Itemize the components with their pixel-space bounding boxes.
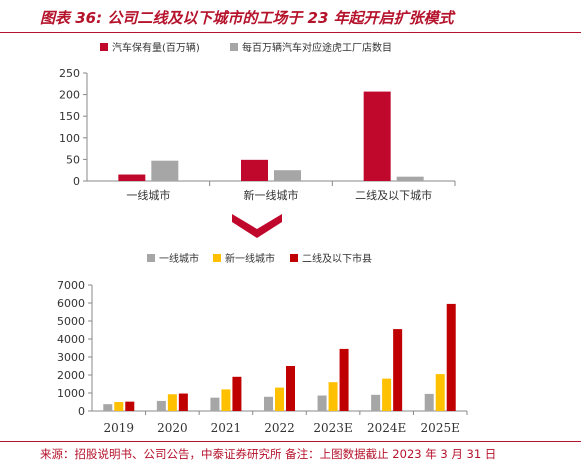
- y-tick-label: 4000: [57, 333, 85, 346]
- bar: [371, 394, 381, 411]
- legend-label: 每百万辆汽车对应途虎工厂店数目: [242, 41, 392, 54]
- figure-title: 图表 36: 公司二线及以下城市的工场于 23 年起开启扩张模式: [40, 9, 454, 27]
- bar: [435, 374, 445, 411]
- y-tick-label: 0: [78, 405, 85, 418]
- legend-label: 一线城市: [159, 252, 199, 265]
- bar: [393, 329, 403, 411]
- bar: [232, 376, 242, 411]
- bar: [210, 397, 220, 411]
- y-tick-label: 3000: [57, 351, 85, 364]
- bar: [275, 387, 284, 411]
- bar: [118, 174, 146, 181]
- y-tick-label: 200: [59, 89, 80, 102]
- y-tick-label: 7000: [57, 279, 85, 292]
- legend-swatch: [230, 43, 238, 51]
- bar: [339, 348, 349, 411]
- x-tick-label: 2020: [157, 421, 188, 435]
- x-tick-label: 新一线城市: [244, 188, 299, 202]
- x-tick-label: 2021: [211, 421, 242, 435]
- legend-label: 汽车保有量(百万辆): [112, 41, 200, 54]
- y-tick-label: 50: [66, 153, 80, 166]
- bar: [396, 176, 424, 181]
- legend-swatch: [213, 254, 221, 262]
- legend-label: 二线及以下市县: [302, 252, 372, 265]
- bar: [382, 378, 392, 411]
- bar: [103, 404, 113, 411]
- x-tick-label: 2023E: [313, 421, 352, 435]
- y-tick-label: 250: [59, 67, 80, 80]
- bar: [286, 366, 295, 411]
- y-tick-label: 6000: [57, 297, 85, 310]
- bar: [241, 159, 268, 181]
- bar: [264, 396, 273, 411]
- bar: [328, 382, 338, 411]
- legend-swatch: [147, 254, 155, 262]
- x-tick-label: 2025E: [421, 421, 460, 435]
- x-tick-label: 2022: [264, 421, 295, 435]
- bar: [274, 170, 301, 181]
- y-tick-label: 100: [59, 132, 80, 145]
- bar: [221, 389, 231, 411]
- legend-swatch: [290, 254, 298, 262]
- bar: [178, 393, 188, 411]
- bar: [363, 91, 391, 181]
- bar: [424, 393, 434, 411]
- y-tick-label: 5000: [57, 315, 85, 328]
- down-arrow-icon: [232, 214, 282, 238]
- bar: [446, 303, 456, 411]
- bar: [151, 160, 179, 181]
- x-tick-label: 2019: [104, 421, 135, 435]
- source-note: 来源：招股说明书、公司公告，中泰证券研究所 备注：上图数据截止 2023 年 3…: [40, 447, 497, 461]
- title-bar: [0, 0, 581, 33]
- bar: [125, 401, 135, 411]
- bar: [156, 400, 166, 411]
- x-tick-label: 一线城市: [126, 188, 170, 202]
- bar: [167, 394, 177, 411]
- legend-label: 新一线城市: [225, 252, 275, 265]
- x-tick-label: 2024E: [367, 421, 406, 435]
- bar: [317, 395, 327, 411]
- bar: [114, 402, 124, 411]
- x-tick-label: 二线及以下城市: [355, 188, 432, 202]
- y-tick-label: 1000: [57, 387, 85, 400]
- footer-divider: [0, 441, 581, 442]
- y-tick-label: 0: [73, 175, 80, 188]
- y-tick-label: 2000: [57, 369, 85, 382]
- legend-swatch: [100, 43, 108, 51]
- y-tick-label: 150: [59, 110, 80, 123]
